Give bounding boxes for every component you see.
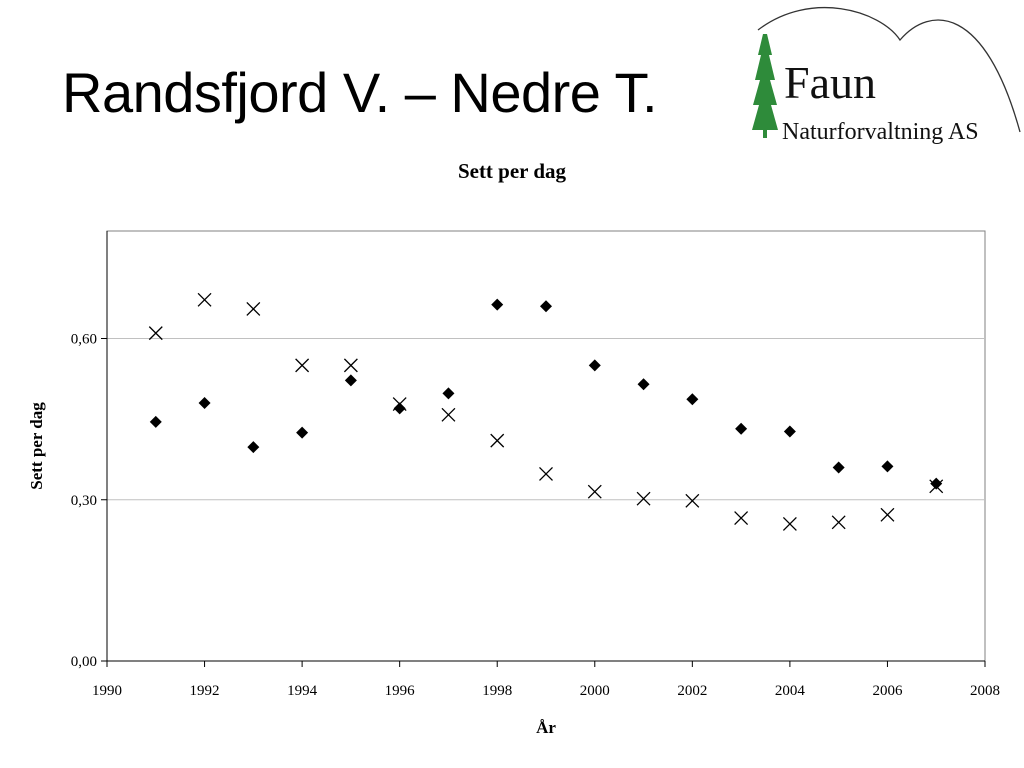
series-1-point-2000 <box>587 484 602 499</box>
series-0-point-2004 <box>783 425 796 438</box>
y-tick-label-0: 0,00 <box>71 654 97 670</box>
x-tick-label-2: 1994 <box>287 683 318 699</box>
series-0-point-2002 <box>686 393 699 406</box>
gridlines <box>107 338 985 501</box>
series-0-point-2003 <box>735 422 748 435</box>
series-0-point-1994 <box>296 426 309 439</box>
series-0-point-1993 <box>247 441 260 454</box>
data-points <box>148 292 944 531</box>
tree-icon <box>752 34 778 138</box>
x-tick-label-0: 1990 <box>92 683 122 699</box>
series-0-point-2005 <box>832 461 845 474</box>
series-0-point-1992 <box>198 397 211 409</box>
series-0-point-2007 <box>930 477 943 490</box>
series-0-point-2001 <box>637 378 650 391</box>
faun-logo: Faun Naturforvaltning AS <box>752 7 1021 145</box>
series-0-point-1995 <box>344 374 357 387</box>
x-tick-label-7: 2004 <box>775 683 806 699</box>
x-tick-label-9: 2008 <box>970 683 1000 699</box>
x-tick-label-5: 2000 <box>580 683 610 699</box>
x-tick-label-4: 1998 <box>482 683 512 699</box>
series-1-point-1997 <box>441 407 456 422</box>
y-axis: 0,00 0,30 0,60 <box>71 231 108 670</box>
series-0-point-1999 <box>540 300 552 313</box>
logo-subtitle: Naturforvaltning AS <box>782 119 979 145</box>
plot-area <box>106 230 986 662</box>
slide-title: Randsfjord V. – Nedre T. <box>62 61 658 124</box>
y-tick-label-2: 0,60 <box>71 332 97 348</box>
series-1-point-1991 <box>148 326 163 341</box>
x-tick-label-1: 1992 <box>190 683 220 699</box>
series-1-point-1998 <box>490 433 505 448</box>
logo-hill-outline <box>757 7 1021 133</box>
x-tick-label-8: 2006 <box>872 683 903 699</box>
logo-name: Faun <box>784 57 876 108</box>
chart-title: Sett per dag <box>458 159 567 183</box>
y-tick-label-1: 0,30 <box>71 493 97 509</box>
series-1-point-2006 <box>880 507 895 522</box>
x-tick-label-3: 1996 <box>385 683 416 699</box>
series-1-point-1994 <box>295 358 310 373</box>
series-1-point-2003 <box>734 511 749 525</box>
scatter-chart: Sett per dag 0,000,300,60 1990 1992 1994 19… <box>27 159 1000 737</box>
series-1-point-1996 <box>392 397 407 412</box>
x-axis: 1990 1992 1994 1996 1998 2000 2002 2004 2006 2008 <box>92 660 1000 699</box>
series-1-point-1999 <box>539 466 553 481</box>
series-1-point-2004 <box>782 516 797 531</box>
x-axis-label: År <box>536 718 556 737</box>
y-axis-label: Sett per dag <box>27 402 46 490</box>
series-1-point-1993 <box>246 301 261 316</box>
series-1-point-1992 <box>197 292 212 307</box>
series-0-point-1991 <box>149 415 162 428</box>
series-1-point-1995 <box>343 358 358 373</box>
series-1-point-2007 <box>929 479 944 494</box>
x-tick-label-6: 2002 <box>677 683 707 699</box>
series-1-point-2002 <box>685 493 700 508</box>
series-0-point-1997 <box>442 387 455 400</box>
series-0-point-2000 <box>588 359 601 372</box>
series-0-point-2006 <box>881 460 894 473</box>
series-1-point-2001 <box>636 491 651 506</box>
series-1-point-2005 <box>831 515 846 530</box>
series-0-point-1996 <box>393 402 406 415</box>
series-0-point-1998 <box>491 298 504 311</box>
